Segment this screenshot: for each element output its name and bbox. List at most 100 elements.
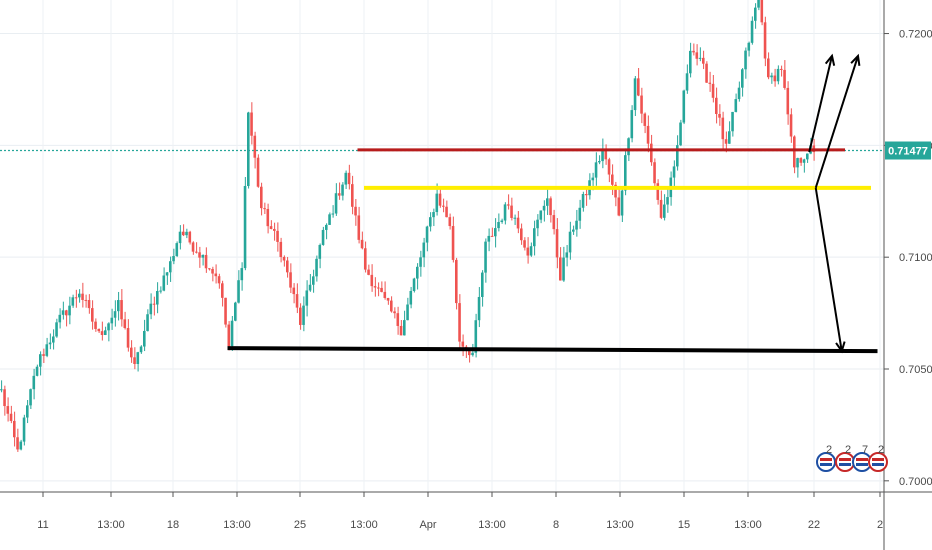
candle-body <box>32 375 36 390</box>
candle-body <box>578 207 582 221</box>
candle-body <box>757 0 760 8</box>
candle-body <box>9 413 13 421</box>
candle-body <box>416 266 419 279</box>
candle-body <box>94 321 97 329</box>
x-tick-label: 13:00 <box>734 519 762 531</box>
candle-body <box>802 159 806 163</box>
candle-body <box>334 193 338 214</box>
candle-body <box>487 235 491 242</box>
candle-body <box>754 7 757 21</box>
candle-body <box>468 348 471 356</box>
candle-body <box>39 354 42 367</box>
event-badge-count: 2 <box>826 444 832 456</box>
x-tick-label: 15 <box>678 519 690 531</box>
x-tick-label: 13:00 <box>606 519 634 531</box>
projection-arrow <box>814 55 859 189</box>
candle-body <box>328 214 331 225</box>
candle-body <box>399 325 403 336</box>
candle-body <box>198 252 201 258</box>
candle-body <box>614 184 617 198</box>
candle-body <box>386 297 390 301</box>
projection-arrow-head <box>824 53 836 66</box>
candle-body <box>123 319 127 329</box>
candle-body <box>367 269 370 275</box>
flag-stripe <box>820 463 832 466</box>
candle-body <box>263 208 266 210</box>
candle-body <box>146 314 149 331</box>
candle-body <box>383 291 387 298</box>
candle-body <box>100 331 104 336</box>
candle-body <box>289 272 292 288</box>
candle-body <box>633 78 637 111</box>
candle-body <box>513 217 517 219</box>
candle-body <box>442 205 445 207</box>
candle-body <box>35 366 39 376</box>
candle-body <box>65 310 68 316</box>
candle-body <box>48 342 52 345</box>
candle-body <box>546 198 549 206</box>
candle-body <box>91 308 94 322</box>
candle-body <box>169 261 172 273</box>
candle-body <box>568 231 572 253</box>
candle-body <box>364 248 367 270</box>
candle-body <box>325 224 328 230</box>
candle-body <box>705 63 708 83</box>
candle-body <box>471 352 474 356</box>
candle-body <box>698 57 702 59</box>
candle-body <box>773 75 777 82</box>
candle-body <box>0 389 3 391</box>
candle-body <box>396 313 400 326</box>
candle-body <box>663 204 666 218</box>
candle-body <box>221 283 224 298</box>
candle-body <box>624 155 627 191</box>
candle-body <box>575 220 578 230</box>
candle-body <box>78 293 81 298</box>
candle-body <box>266 208 270 227</box>
x-tick-label: 13:00 <box>97 519 125 531</box>
candle-body <box>217 276 221 284</box>
candle-body <box>510 205 513 218</box>
projection-arrow <box>808 55 833 153</box>
candle-body <box>308 284 312 291</box>
event-badge[interactable] <box>868 452 888 472</box>
candle-body <box>685 73 689 91</box>
projection-arrow-head <box>835 341 846 354</box>
candle-body <box>598 161 601 163</box>
candle-body <box>750 20 754 43</box>
x-tick-label: 18 <box>167 519 179 531</box>
candle-body <box>347 172 351 185</box>
candle-body <box>715 97 718 114</box>
candle-body <box>175 243 179 257</box>
candle-body <box>113 311 117 318</box>
candle-body <box>763 22 767 59</box>
candle-body <box>799 158 803 163</box>
candle-body <box>620 190 624 216</box>
candle-body <box>188 231 192 243</box>
candle-body <box>276 230 279 242</box>
candle-body <box>507 204 510 206</box>
candle-body <box>3 389 6 407</box>
candle-body <box>695 52 699 59</box>
candle-body <box>117 300 120 312</box>
candle-body <box>643 113 647 126</box>
candle-body <box>191 242 195 252</box>
candle-body <box>84 299 88 301</box>
candle-body <box>29 389 32 406</box>
candle-body <box>776 68 780 82</box>
candle-body <box>637 78 640 96</box>
candle-body <box>286 260 289 273</box>
candle-body <box>607 159 611 175</box>
candle-body <box>581 194 585 208</box>
candle-body <box>237 280 240 303</box>
candle-body <box>357 215 361 240</box>
candle-body <box>58 314 62 323</box>
candle-body <box>292 287 296 295</box>
candle-body <box>640 95 643 114</box>
candle-body <box>552 215 556 230</box>
candle-body <box>429 217 432 227</box>
candle-body <box>494 228 497 237</box>
